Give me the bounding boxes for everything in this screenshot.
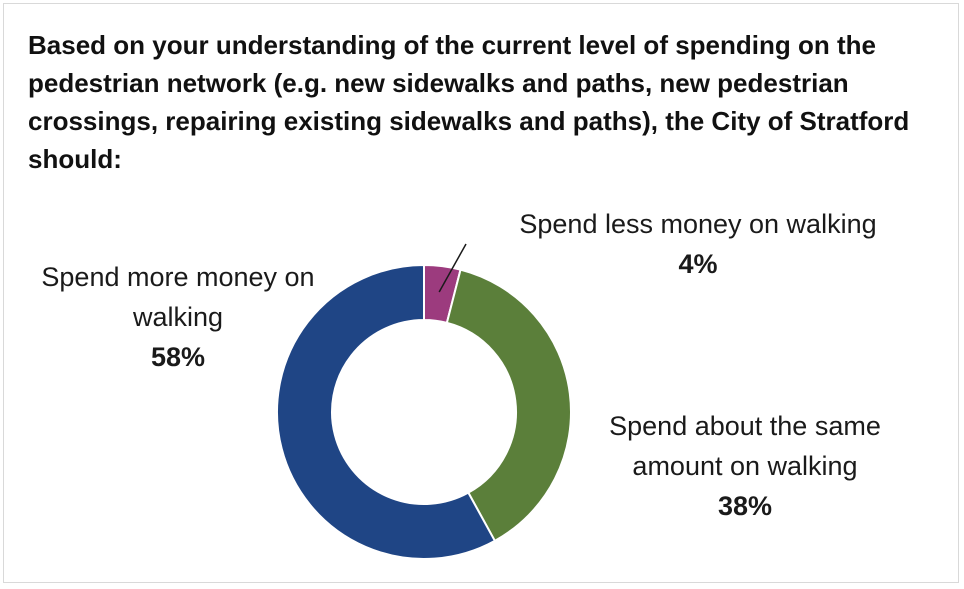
slice-value-spend-less: 4% bbox=[678, 249, 718, 279]
slice-name-spend-less: Spend less money on walking bbox=[519, 209, 877, 239]
chart-frame bbox=[3, 3, 959, 583]
slice-value-spend-same: 38% bbox=[717, 491, 773, 521]
slice-label-spend-same: Spend about the same amount on walking 3… bbox=[580, 406, 910, 526]
slice-spend-more bbox=[276, 263, 497, 560]
slice-label-spend-more: Spend more money on walking 58% bbox=[28, 257, 328, 377]
slice-spend-same bbox=[445, 268, 572, 543]
chart-title: Based on your understanding of the curre… bbox=[28, 30, 910, 174]
slice-name-spend-more: Spend more money on walking bbox=[41, 262, 315, 332]
slice-name-spend-same: Spend about the same amount on walking bbox=[609, 411, 881, 481]
slice-value-spend-more: 58% bbox=[150, 342, 206, 372]
slice-label-spend-less: Spend less money on walking 4% bbox=[488, 204, 908, 284]
leader-line-spend-less bbox=[438, 243, 467, 293]
